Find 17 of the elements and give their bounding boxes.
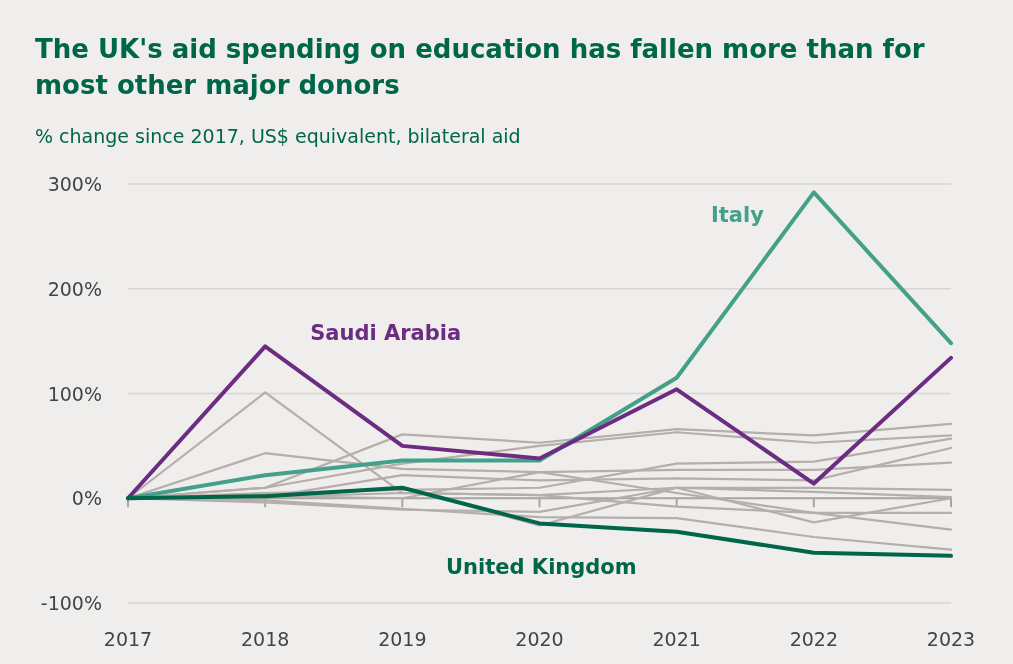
chart-title: The UK's aid spending on education has fallen more than for most other major donors (35, 34, 925, 100)
y-tick-label: 100% (47, 382, 102, 405)
y-tick-label: 200% (47, 277, 102, 300)
x-tick-label: 2020 (515, 628, 564, 650)
y-tick-label: 300% (47, 173, 102, 195)
x-tick-label: 2019 (378, 628, 427, 650)
series-label: Saudi Arabia (310, 321, 462, 346)
y-tick-label: 0% (71, 487, 102, 510)
x-tick-label: 2017 (103, 628, 153, 650)
y-tick-label: -100% (40, 592, 102, 614)
x-tick-label: 2018 (240, 628, 290, 650)
x-tick-label: 2022 (789, 628, 839, 650)
series-label: United Kingdom (446, 554, 637, 579)
chart-subtitle: % change since 2017, US$ equivalent, bilateral aid (35, 125, 521, 147)
x-tick-label: 2021 (652, 628, 701, 650)
x-tick-label: 2023 (926, 628, 976, 650)
series-label: Italy (710, 203, 765, 228)
